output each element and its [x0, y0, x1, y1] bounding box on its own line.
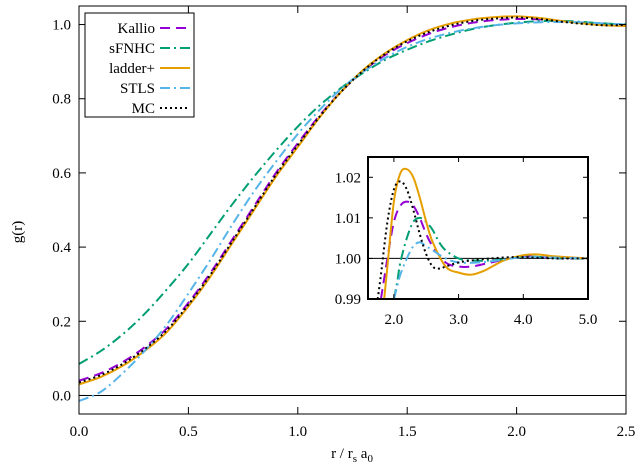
main-series-mc	[79, 16, 626, 384]
main-x-tick-label: 1.0	[288, 424, 307, 440]
inset-series-mc	[376, 180, 588, 299]
legend-entry-label: ladder+	[109, 61, 155, 77]
inset-y-tick-label: 0.99	[335, 292, 361, 308]
legend-entry-label: STLS	[120, 81, 155, 97]
legend-entry-label: MC	[132, 101, 155, 117]
main-x-tick-label: 2.0	[507, 424, 526, 440]
main-y-tick-label: 0.0	[52, 388, 71, 404]
inset-frame	[367, 156, 589, 300]
x-axis-label-sub1: s	[353, 453, 357, 464]
main-y-tick-label: 0.4	[52, 240, 71, 256]
main-x-tick-label: 2.5	[617, 424, 636, 440]
main-x-tick-label: 0.0	[70, 424, 89, 440]
main-axis-labels: g(r) r / rs a0	[10, 221, 373, 464]
inset-y-tick-label: 1.00	[335, 251, 361, 267]
inset-background	[368, 157, 588, 299]
main-series-group	[79, 15, 626, 402]
inset-x-tick-label: 5.0	[579, 312, 598, 328]
main-y-tick-label: 0.6	[52, 166, 71, 182]
legend-entry-label: sFNHC	[109, 41, 155, 57]
main-frame	[78, 5, 627, 415]
main-x-tick-label: 0.5	[179, 424, 198, 440]
legend-entry-label: Kallio	[118, 21, 156, 37]
y-axis-label: g(r)	[10, 221, 26, 244]
inset-series-stls	[392, 241, 588, 299]
inset-x-tick-label: 4.0	[514, 312, 533, 328]
inset-plot: 2.0 3.0 4.0 5.0 0.99 1.00 1.01 1.02	[335, 156, 598, 328]
main-y-tick-label: 0.2	[52, 314, 71, 330]
inset-y-tick-label: 1.01	[335, 211, 361, 227]
inset-y-tick-label: 1.02	[335, 170, 361, 186]
inset-series-group	[376, 167, 588, 299]
x-axis-label-main: r / r	[331, 446, 353, 462]
inset-series-sfnhc	[392, 216, 588, 299]
main-y-tick-label: 1.0	[52, 18, 71, 34]
x-axis-label: r / rs a0	[331, 446, 373, 464]
legend-box	[84, 12, 195, 118]
main-y-tick-label: 0.8	[52, 92, 71, 108]
inset-x-tick-label: 3.0	[449, 312, 468, 328]
x-axis-label-mid: a	[357, 446, 368, 462]
inset-x-tick-label: 2.0	[385, 312, 404, 328]
legend: Kallio sFNHC ladder+ STLS MC	[84, 12, 195, 118]
main-plot: 0.0 0.5 1.0 1.5 2.0 2.5 0.0 0.2 0.4 0.6 0.8 1.0	[52, 5, 636, 440]
x-axis-label-sub2: 0	[367, 453, 373, 464]
main-x-tick-label: 1.5	[398, 424, 417, 440]
